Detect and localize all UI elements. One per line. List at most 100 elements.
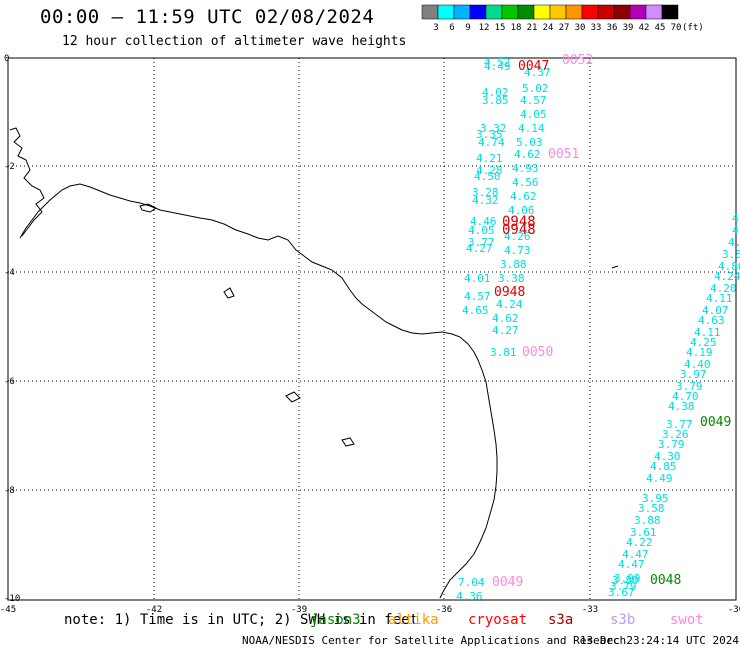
wave-height-label: 3.85 [482,94,509,107]
colorbar: 3 6 9 12 15 18 21 24 27 30 33 36 39 42 45 70 (ft) [421,4,704,33]
wave-height-label: 3.99 [614,572,641,585]
wave-height-label: 4.57 [464,290,491,303]
colorbar-tick-label: 18 [511,23,522,33]
wave-height-label: 3.58 [638,502,665,515]
bottom-note: note: 1) Time is in UTC; 2) SWH is in fe… [64,612,419,628]
northeast-coast-detail [9,127,45,237]
satellite-legend-jason3: jason3 [310,612,361,628]
wave-height-label: 3.61 [630,526,657,539]
track-time-label: 0047 [518,59,549,74]
wave-height-label: 4.06 [508,204,535,217]
wave-height-label: 4.74 [478,136,505,149]
wave-height-label: 4.11 [694,326,721,339]
track-time-label: 0049 [492,575,523,590]
fernando-de-noronha [223,287,235,299]
wave-height-label: 4.26 [504,230,531,243]
colorbar-tick-label: 45 [655,23,666,33]
wave-height-label: 4.27 [492,324,519,337]
wave-height-label: 4.63 [698,314,725,327]
wave-height-label: 3.88 [500,258,527,271]
colorbar-swatch [597,4,615,20]
y-tick-label: -10 [4,594,20,604]
wave-height-label: 3.81 [490,346,517,359]
x-tick-label: -45 [0,605,16,615]
y-tick-label: -4 [4,268,15,278]
track-time-label: 0051 [548,147,579,162]
colorbar-swatch [421,4,439,20]
wave-height-label: 4 [732,212,739,225]
island-south-1 [285,391,301,403]
wave-height-label: 4.57 [520,94,547,107]
track-time-label: 0048 [650,573,681,588]
colorbar-tick-label: 33 [591,23,602,33]
satellite-legend-swot: swot [670,612,704,628]
colorbar-unit: (ft) [682,23,704,33]
colorbar-swatch [549,4,567,20]
island-south-2 [341,437,355,447]
colorbar-tick-label: 12 [479,23,490,33]
x-tick-label: -33 [582,605,598,615]
wave-height-label: 4.20 [710,282,737,295]
wave-height-label: 4.46 [470,215,497,228]
wave-height-label: 7.04 [458,576,485,589]
wave-height-label: 4.38 [668,400,695,413]
wave-height-label: 4.24 [714,270,740,283]
track-time-label: 0049 [700,415,731,430]
wave-height-label: 3.35 [476,128,503,141]
wave-height-label: 4.47 [622,548,649,561]
wave-height-label: 4.30 [654,450,681,463]
wave-height-label: 3.32 [480,122,507,135]
wave-height-label: 4.14 [518,122,545,135]
wave-height-label: 4.47 [618,558,645,571]
wave-height-label: 4.05 [468,224,495,237]
wave-height-label: 4.73 [504,244,531,257]
wave-height-label: 4.49 [484,60,511,73]
colorbar-swatch [517,4,535,20]
x-tick-label: -36 [436,605,452,615]
wave-height-label: 4.80 [718,260,740,273]
colorbar-tick-label: 15 [495,23,506,33]
wave-height-label: 4.70 [672,390,699,403]
wave-height-label: 4.07 [702,304,729,317]
track-time-label: 0948 [494,285,525,300]
footer-credit: NOAA/NESDIS Center for Satellite Applica… [242,634,627,647]
colorbar-swatch [629,4,647,20]
wave-height-label: 3.26 [662,428,689,441]
wave-height-label: 3.8 [722,248,740,261]
wave-height-label: 4.01 [464,272,491,285]
wave-height-label: 4.27 [466,242,493,255]
track-time-label: 0948 [502,214,536,230]
wave-height-label: 3.38 [498,272,525,285]
x-tick-label: -30 [728,605,740,615]
wave-height-label: 4.93 [512,162,539,175]
satellite-legend-s3a: s3a [548,612,574,628]
colorbar-tick-label: 3 [433,23,438,33]
wave-height-label: 5.03 [516,136,543,149]
colorbar-swatch [501,4,519,20]
y-tick-label: -6 [4,377,15,387]
colorbar-swatch [581,4,599,20]
colorbar-tick-label: 42 [639,23,650,33]
satellite-legend-altika: altika [388,612,439,628]
wave-height-label: 3.79 [658,438,685,451]
colorbar-swatch [613,4,631,20]
wave-height-label: 4.85 [650,460,677,473]
colorbar-swatch [661,4,679,20]
wave-height-label: 4.37 [524,66,551,79]
colorbar-tick-label: 30 [575,23,586,33]
satellite-legend-cryosat: cryosat [468,612,528,628]
wave-height-label: 4.62 [514,148,541,161]
wave-height-label: 4.11 [706,292,733,305]
wave-height-label: 4.65 [462,304,489,317]
wave-height-label: 4.05 [520,108,547,121]
wave-height-label: 3.79 [610,580,637,593]
wave-height-label: 4.49 [646,472,673,485]
wave-height-label: 4.62 [492,312,519,325]
brazil-coastline [19,183,498,599]
wave-height-label: 4.32 [472,194,499,207]
wave-height-label: 3.95 [642,492,669,505]
wave-height-label: 5.02 [522,82,549,95]
map-labels: 4.524.49 4.375.024.023.85 4.574.053.32 4.14… [456,53,740,603]
